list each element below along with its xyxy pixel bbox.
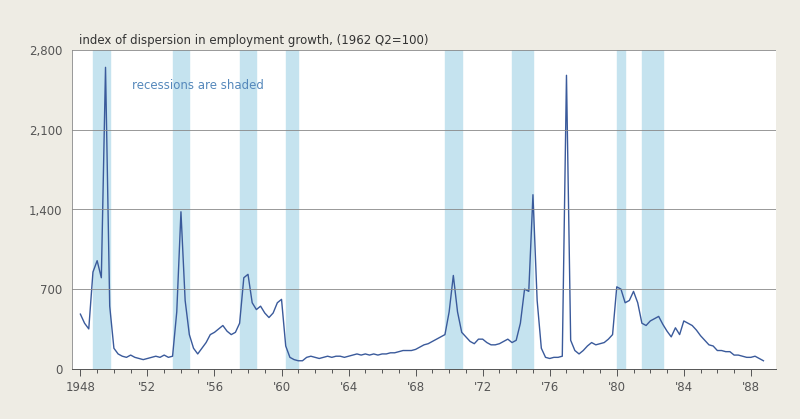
Bar — [93, 50, 110, 369]
Bar — [642, 50, 663, 369]
Bar — [173, 50, 190, 369]
Bar — [512, 50, 533, 369]
Bar — [240, 50, 256, 369]
Bar — [445, 50, 462, 369]
Bar — [617, 50, 625, 369]
Bar — [286, 50, 298, 369]
Text: index of dispersion in employment growth, (1962 Q2=100): index of dispersion in employment growth… — [79, 34, 429, 47]
Text: recessions are shaded: recessions are shaded — [132, 79, 264, 92]
